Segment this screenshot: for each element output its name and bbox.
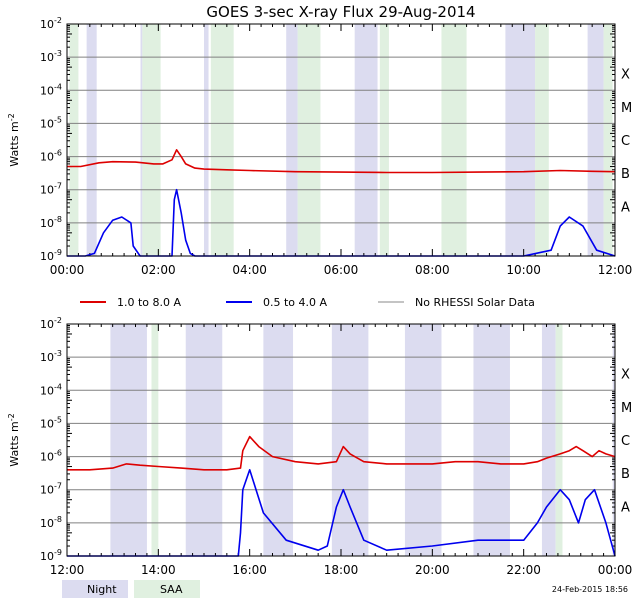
night-band-4: [404, 324, 442, 556]
flare-class-label: B: [621, 167, 630, 182]
night-band-0: [86, 24, 97, 256]
flare-class-label: X: [621, 368, 630, 383]
x-tick-label: 02:00: [141, 263, 176, 277]
x-tick-label: 14:00: [141, 563, 176, 577]
y-tick-label: 10-6: [40, 449, 62, 464]
x-tick-label: 00:00: [50, 263, 85, 277]
lower-flare-class-labels: X M C B A: [621, 368, 632, 516]
legend-label-long-channel: 1.0 to 8.0 A: [117, 296, 182, 309]
upper-y-tick-labels: 10-2 10-3 10-4 10-5 10-6 10-7 10-8 10-9: [40, 16, 62, 263]
y-tick-label: 10-6: [40, 149, 62, 164]
upper-y-axis-label: Watts m-2: [7, 113, 21, 166]
lower-panel: 10-2 10-3 10-4 10-5 10-6 10-7 10-8 10-9 12:00 14…: [7, 316, 632, 577]
legend-label-no-rhessi: No RHESSI Solar Data: [415, 296, 535, 309]
legend-label-short-channel: 0.5 to 4.0 A: [263, 296, 328, 309]
y-tick-label: 10-4: [40, 82, 62, 97]
series-line-1: [67, 188, 616, 257]
x-tick-label: 18:00: [324, 563, 359, 577]
saa-band-4: [379, 24, 389, 256]
night-band-5: [505, 24, 536, 256]
upper-series: [67, 149, 616, 257]
night-label: Night: [87, 583, 117, 596]
saa-swatch: [134, 580, 200, 598]
lower-background-bands: [110, 324, 615, 556]
night-band-6: [587, 24, 604, 256]
night-band-4: [354, 24, 378, 256]
saa-label: SAA: [160, 583, 183, 596]
y-tick-label: 10-7: [40, 182, 62, 197]
saa-band-1: [555, 324, 563, 556]
saa-band-5: [441, 24, 467, 256]
flare-class-label: X: [621, 68, 630, 83]
y-tick-label: 10-9: [40, 248, 62, 263]
saa-band-7: [603, 24, 613, 256]
x-tick-label: 00:00: [598, 563, 633, 577]
flare-class-label: C: [621, 434, 630, 449]
upper-background-bands: [69, 24, 613, 256]
lower-plot-frame: [66, 323, 616, 557]
night-swatch: [62, 580, 128, 598]
series-line-1: [67, 468, 616, 557]
y-tick-label: 10-7: [40, 482, 62, 497]
flare-class-label: A: [621, 500, 630, 515]
series-line-0: [67, 149, 616, 174]
x-tick-label: 12:00: [598, 263, 633, 277]
y-tick-label: 10-8: [40, 515, 62, 530]
lower-y-tick-labels: 10-2 10-3 10-4 10-5 10-6 10-7 10-8 10-9: [40, 316, 62, 563]
x-tick-label: 04:00: [232, 263, 267, 277]
flare-class-label: M: [621, 401, 632, 416]
y-tick-label: 10-5: [40, 415, 62, 430]
night-band-0: [110, 324, 147, 556]
x-tick-label: 22:00: [506, 563, 541, 577]
x-tick-label: 12:00: [50, 563, 85, 577]
night-band-3: [286, 24, 298, 256]
lower-y-axis-label: Watts m-2: [7, 413, 21, 466]
upper-gridlines: [67, 24, 615, 256]
y-tick-label: 10-3: [40, 49, 62, 64]
night-band-1: [140, 24, 143, 256]
generation-timestamp: 24-Feb-2015 18:56: [552, 585, 628, 594]
lower-series: [67, 435, 616, 557]
upper-panel: 10-2 10-3 10-4 10-5 10-6 10-7 10-8 10-9 00:00 02…: [7, 16, 632, 277]
chart-title: GOES 3-sec X-ray Flux 29-Aug-2014: [206, 3, 475, 21]
x-tick-label: 10:00: [506, 263, 541, 277]
night-band-3: [331, 324, 369, 556]
x-tick-label: 16:00: [232, 563, 267, 577]
x-tick-label: 20:00: [415, 563, 450, 577]
night-band-2: [204, 24, 209, 256]
saa-band-2: [210, 24, 234, 256]
night-band-1: [185, 324, 223, 556]
band-key: Night SAA: [62, 580, 200, 598]
flare-class-label: C: [621, 134, 630, 149]
x-tick-label: 06:00: [324, 263, 359, 277]
x-tick-label: 08:00: [415, 263, 450, 277]
upper-flare-class-labels: X M C B A: [621, 68, 632, 216]
y-tick-label: 10-9: [40, 548, 62, 563]
flare-class-label: M: [621, 101, 632, 116]
night-band-7: [612, 324, 615, 556]
y-tick-label: 10-2: [40, 316, 62, 331]
saa-band-6: [535, 24, 549, 256]
saa-band-0: [151, 324, 159, 556]
y-tick-label: 10-8: [40, 215, 62, 230]
night-band-2: [263, 324, 294, 556]
night-band-6: [541, 324, 556, 556]
y-tick-label: 10-4: [40, 382, 62, 397]
flare-class-label: A: [621, 200, 630, 215]
y-tick-label: 10-3: [40, 349, 62, 364]
upper-x-tick-labels: 00:00 02:00 04:00 06:00 08:00 10:00 12:00: [50, 263, 633, 277]
series-line-0: [67, 435, 616, 471]
y-tick-label: 10-2: [40, 16, 62, 31]
upper-plot-frame: [66, 23, 616, 257]
legend: 1.0 to 8.0 A 0.5 to 4.0 A No RHESSI Sola…: [80, 296, 535, 309]
lower-x-tick-labels: 12:00 14:00 16:00 18:00 20:00 22:00 00:00: [50, 563, 633, 577]
y-tick-label: 10-5: [40, 115, 62, 130]
night-band-5: [473, 324, 510, 556]
saa-band-3: [297, 24, 321, 256]
flare-class-label: B: [621, 467, 630, 482]
saa-band-0: [69, 24, 79, 256]
saa-band-1: [142, 24, 161, 256]
